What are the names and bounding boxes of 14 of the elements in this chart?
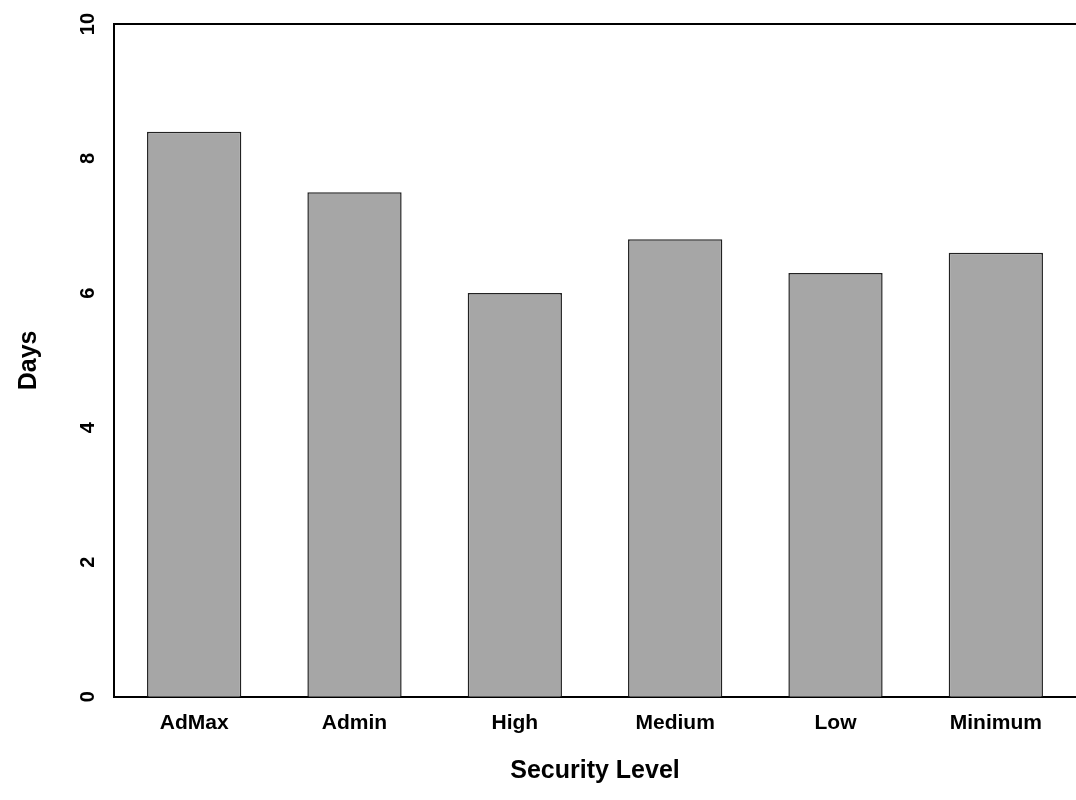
x-axis-title: Security Level xyxy=(510,754,680,783)
y-tick-label: 10 xyxy=(75,12,98,36)
y-tick-label: 8 xyxy=(75,153,98,165)
y-axis-title: Days xyxy=(12,330,41,391)
y-tick-label: 4 xyxy=(75,421,98,434)
x-tick-label: Admin xyxy=(321,710,388,734)
x-tick-label: AdMax xyxy=(159,710,229,734)
x-tick-label: Minimum xyxy=(949,710,1042,734)
y-tick-label: 2 xyxy=(75,556,98,568)
y-tick-label: 6 xyxy=(75,287,98,299)
x-tick-label: High xyxy=(491,710,539,734)
x-tick-label: Medium xyxy=(635,710,715,734)
y-tick-label: 0 xyxy=(75,691,98,703)
x-tick-label: Low xyxy=(814,710,858,734)
